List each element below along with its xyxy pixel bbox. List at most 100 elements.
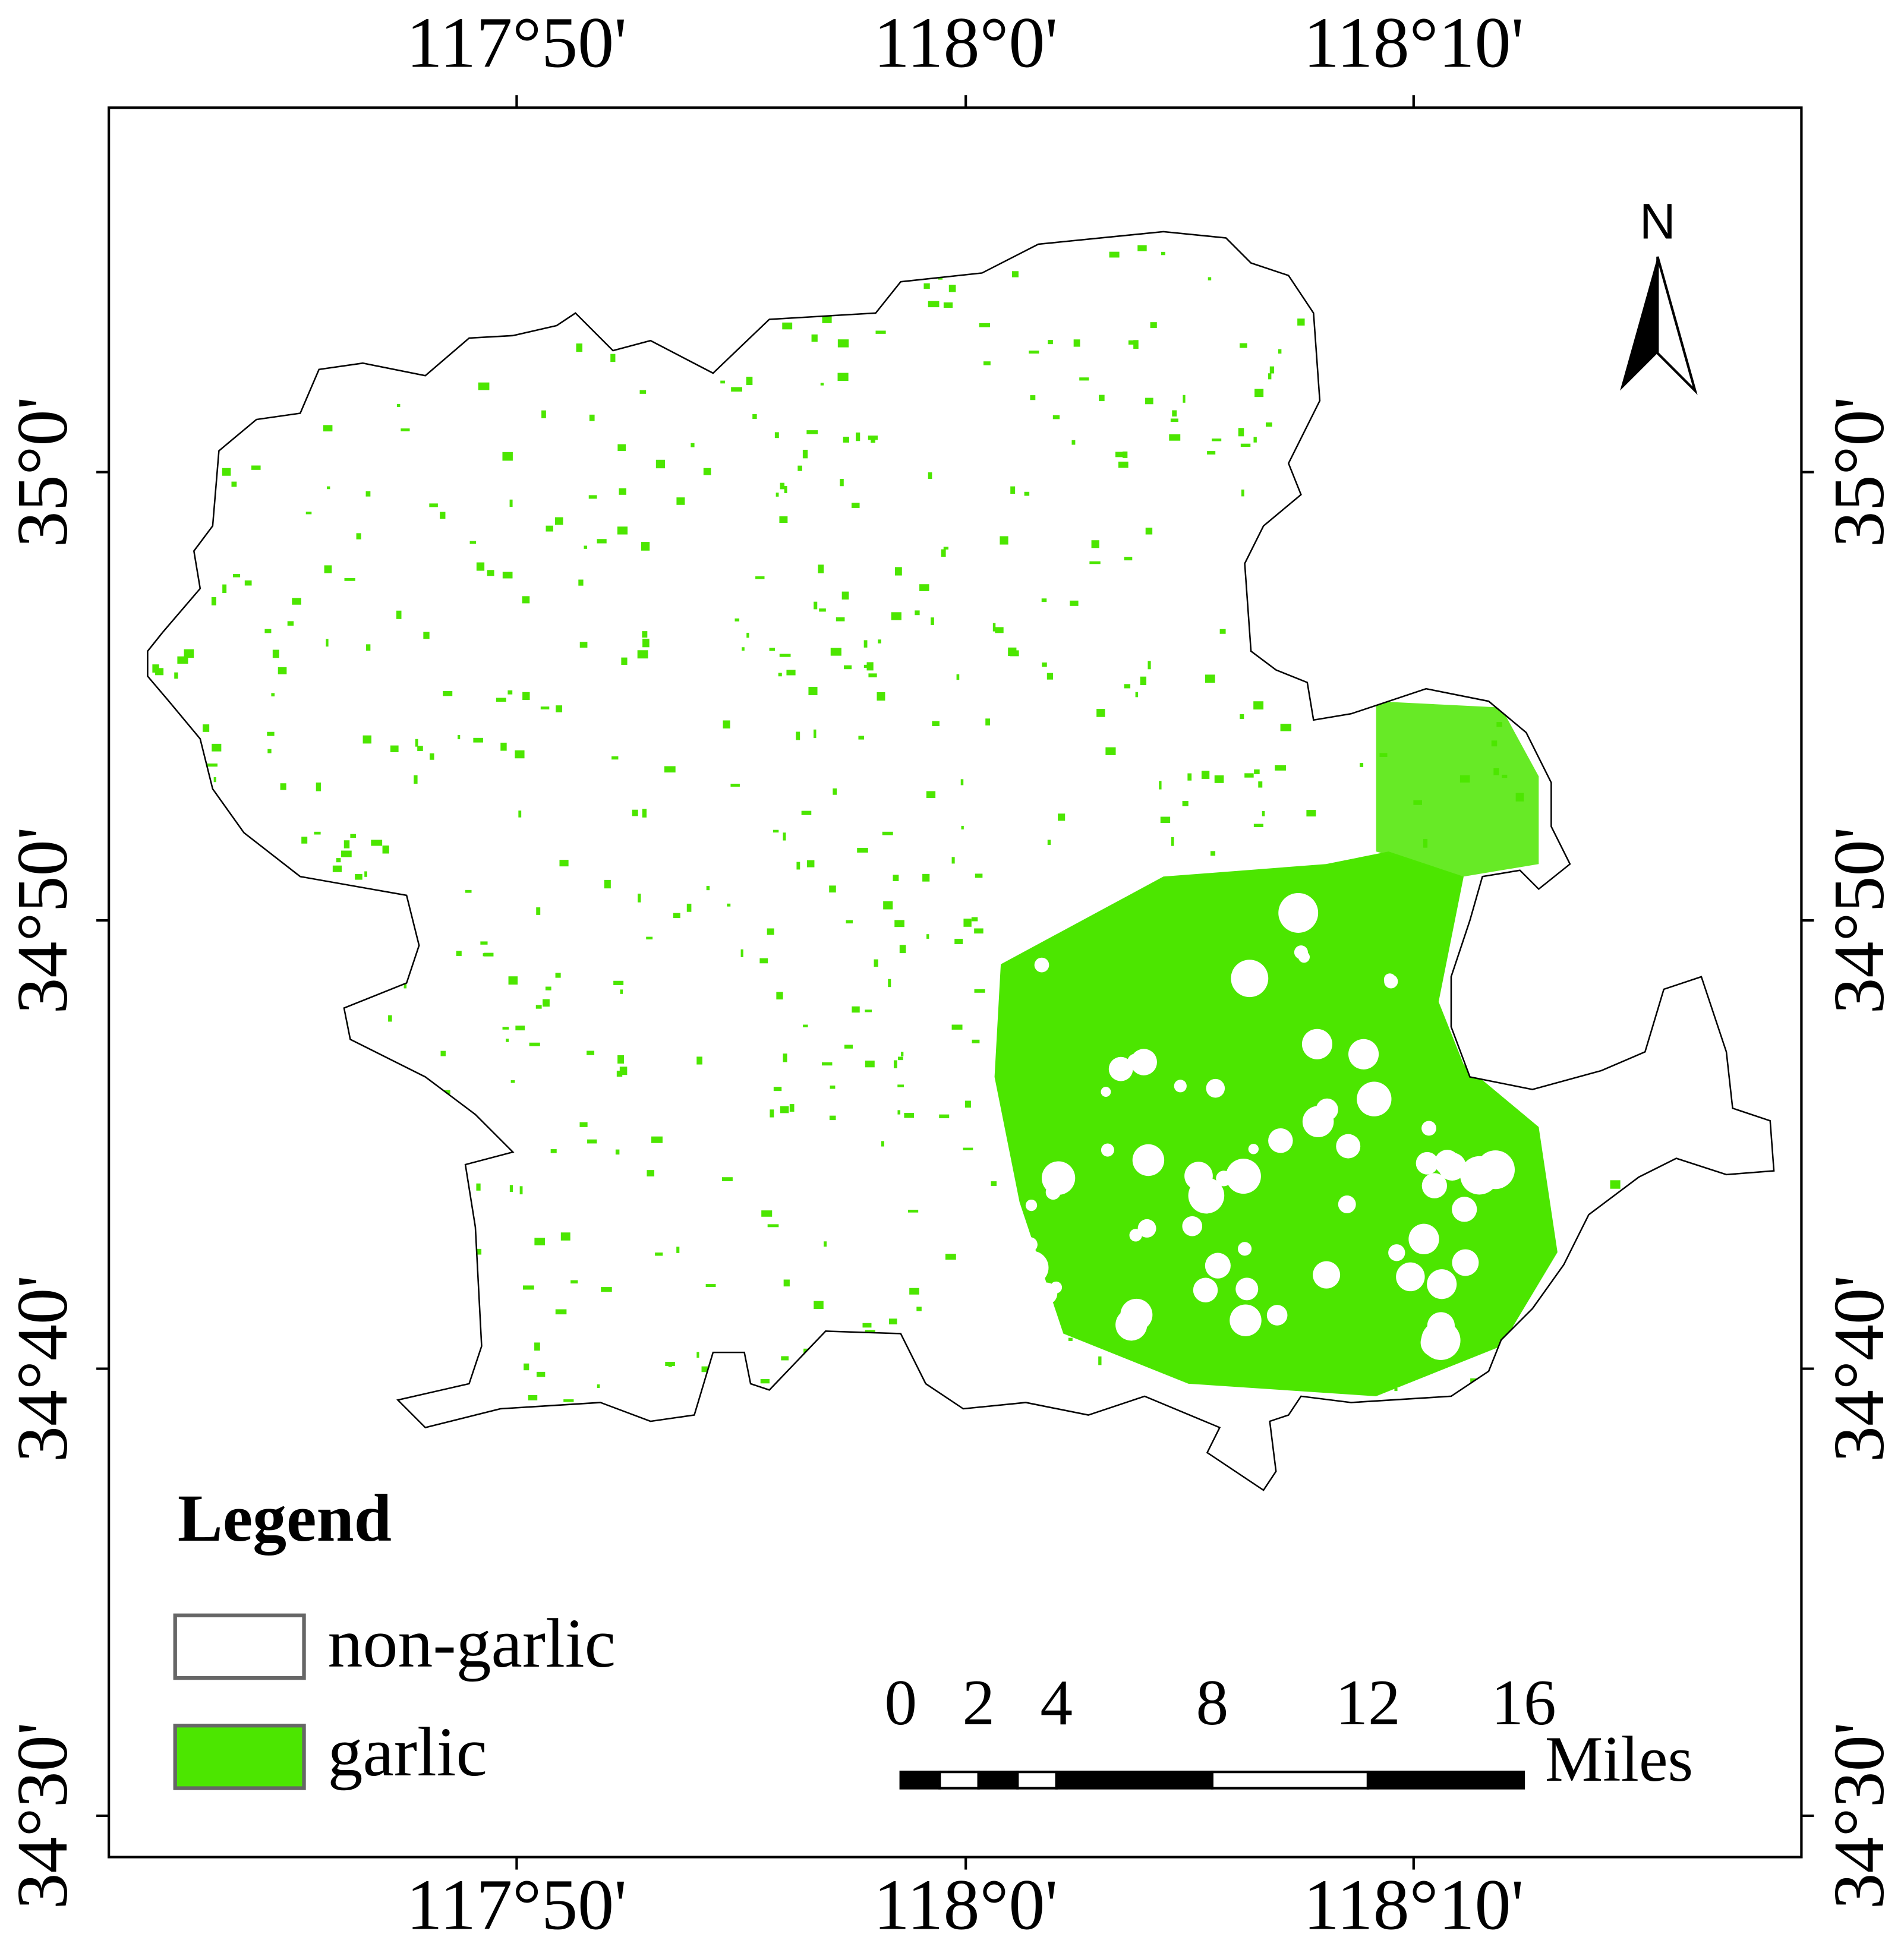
- garlic-patch: [865, 1061, 875, 1068]
- garlic-patch: [676, 1247, 680, 1253]
- garlic-patch: [1187, 773, 1192, 781]
- garlic-patch: [1515, 793, 1524, 802]
- garlic-patch: [278, 667, 287, 674]
- lat-label: 34°50': [1819, 826, 1899, 1014]
- non-garlic-patch: [1230, 1304, 1262, 1336]
- garlic-patch: [897, 1084, 904, 1087]
- garlic-patch: [922, 873, 930, 882]
- garlic-patch: [731, 387, 742, 392]
- scale-label: 16: [1491, 1666, 1556, 1739]
- garlic-patch: [1160, 816, 1171, 824]
- garlic-patch: [1008, 647, 1017, 656]
- garlic-patch: [841, 591, 849, 600]
- garlic-patch: [371, 840, 383, 846]
- non-garlic-patch: [1108, 1056, 1133, 1081]
- garlic-patch: [773, 1087, 782, 1091]
- garlic-patch: [203, 724, 210, 732]
- garlic-patch: [797, 465, 802, 471]
- garlic-patch: [882, 831, 893, 835]
- garlic-patch: [632, 809, 638, 816]
- garlic-patch: [742, 647, 745, 651]
- garlic-patch: [773, 829, 779, 833]
- garlic-patch: [963, 1147, 973, 1150]
- garlic-patch: [893, 875, 899, 881]
- garlic-patch: [620, 989, 623, 994]
- non-garlic-patch: [1266, 1305, 1288, 1326]
- garlic-patch: [1208, 277, 1212, 280]
- garlic-patch: [206, 764, 217, 767]
- garlic-patch: [1148, 661, 1151, 670]
- garlic-patch: [1205, 674, 1215, 683]
- garlic-patch: [458, 734, 461, 740]
- garlic-patch: [480, 941, 488, 945]
- garlic-patch: [664, 766, 676, 773]
- garlic-patch: [1071, 440, 1076, 445]
- garlic-patch: [443, 691, 453, 696]
- garlic-patch: [783, 1053, 787, 1062]
- garlic-patch: [767, 928, 774, 935]
- garlic-patch: [706, 885, 710, 891]
- garlic-patch: [1096, 709, 1105, 717]
- garlic-patch: [301, 837, 308, 844]
- garlic-patch: [588, 495, 597, 499]
- garlic-patch: [858, 736, 865, 740]
- garlic-patch: [673, 913, 680, 919]
- non-garlic-patch: [1357, 1081, 1392, 1116]
- garlic-patch: [829, 885, 836, 893]
- garlic-patch: [926, 934, 929, 939]
- non-garlic-patch: [1015, 1251, 1049, 1285]
- garlic-patch: [948, 285, 956, 292]
- non-garlic-patch: [1129, 1229, 1142, 1242]
- garlic-patch: [784, 486, 787, 493]
- garlic-patch: [972, 1039, 980, 1043]
- garlic-patch: [1145, 397, 1153, 405]
- garlic-patch: [1115, 452, 1125, 458]
- legend-label: garlic: [328, 1713, 487, 1791]
- garlic-patch: [720, 380, 725, 384]
- garlic-patch: [1459, 775, 1470, 783]
- garlic-patch: [518, 810, 522, 818]
- non-garlic-patch: [1182, 1216, 1203, 1236]
- garlic-patch: [1169, 434, 1181, 441]
- garlic-patch: [646, 936, 653, 940]
- garlic-patch: [476, 562, 485, 571]
- garlic-patch: [782, 322, 793, 330]
- scale-segment: [1055, 1771, 1213, 1790]
- garlic-patch: [1207, 451, 1216, 455]
- garlic-patch: [522, 692, 530, 701]
- garlic-patch: [616, 1070, 623, 1077]
- garlic-patch: [655, 1253, 663, 1256]
- garlic-patch: [444, 1090, 450, 1094]
- garlic-patch: [429, 503, 438, 507]
- garlic-patch: [1024, 491, 1030, 496]
- garlic-patch: [871, 438, 875, 443]
- garlic-patch: [814, 1301, 824, 1310]
- scale-label: 8: [1196, 1666, 1228, 1739]
- legend-swatch: [173, 1724, 306, 1790]
- garlic-patch: [863, 640, 868, 648]
- garlic-patch: [519, 1186, 523, 1195]
- garlic-patch: [292, 598, 301, 605]
- non-garlic-patch: [1225, 1159, 1261, 1194]
- garlic-patch: [895, 567, 902, 576]
- garlic-patch: [496, 698, 506, 702]
- garlic-patch: [1010, 486, 1016, 494]
- garlic-patch: [524, 1363, 529, 1371]
- garlic-patch: [868, 436, 878, 440]
- lat-label: 34°40': [1819, 1275, 1899, 1462]
- garlic-patch: [484, 952, 494, 957]
- non-garlic-patch: [1022, 1237, 1038, 1253]
- garlic-patch: [1040, 1065, 1045, 1070]
- garlic-patch: [808, 686, 818, 696]
- garlic-patch: [1011, 271, 1019, 277]
- garlic-patch: [440, 512, 446, 519]
- garlic-patch: [811, 334, 818, 342]
- garlic-patch: [456, 951, 462, 956]
- garlic-patch: [522, 596, 530, 604]
- garlic-patch: [806, 860, 815, 867]
- garlic-patch: [932, 721, 940, 727]
- non-garlic-patch: [1294, 945, 1308, 960]
- garlic-patch: [332, 865, 342, 872]
- garlic-patch: [875, 330, 886, 334]
- garlic-patch: [862, 1323, 872, 1328]
